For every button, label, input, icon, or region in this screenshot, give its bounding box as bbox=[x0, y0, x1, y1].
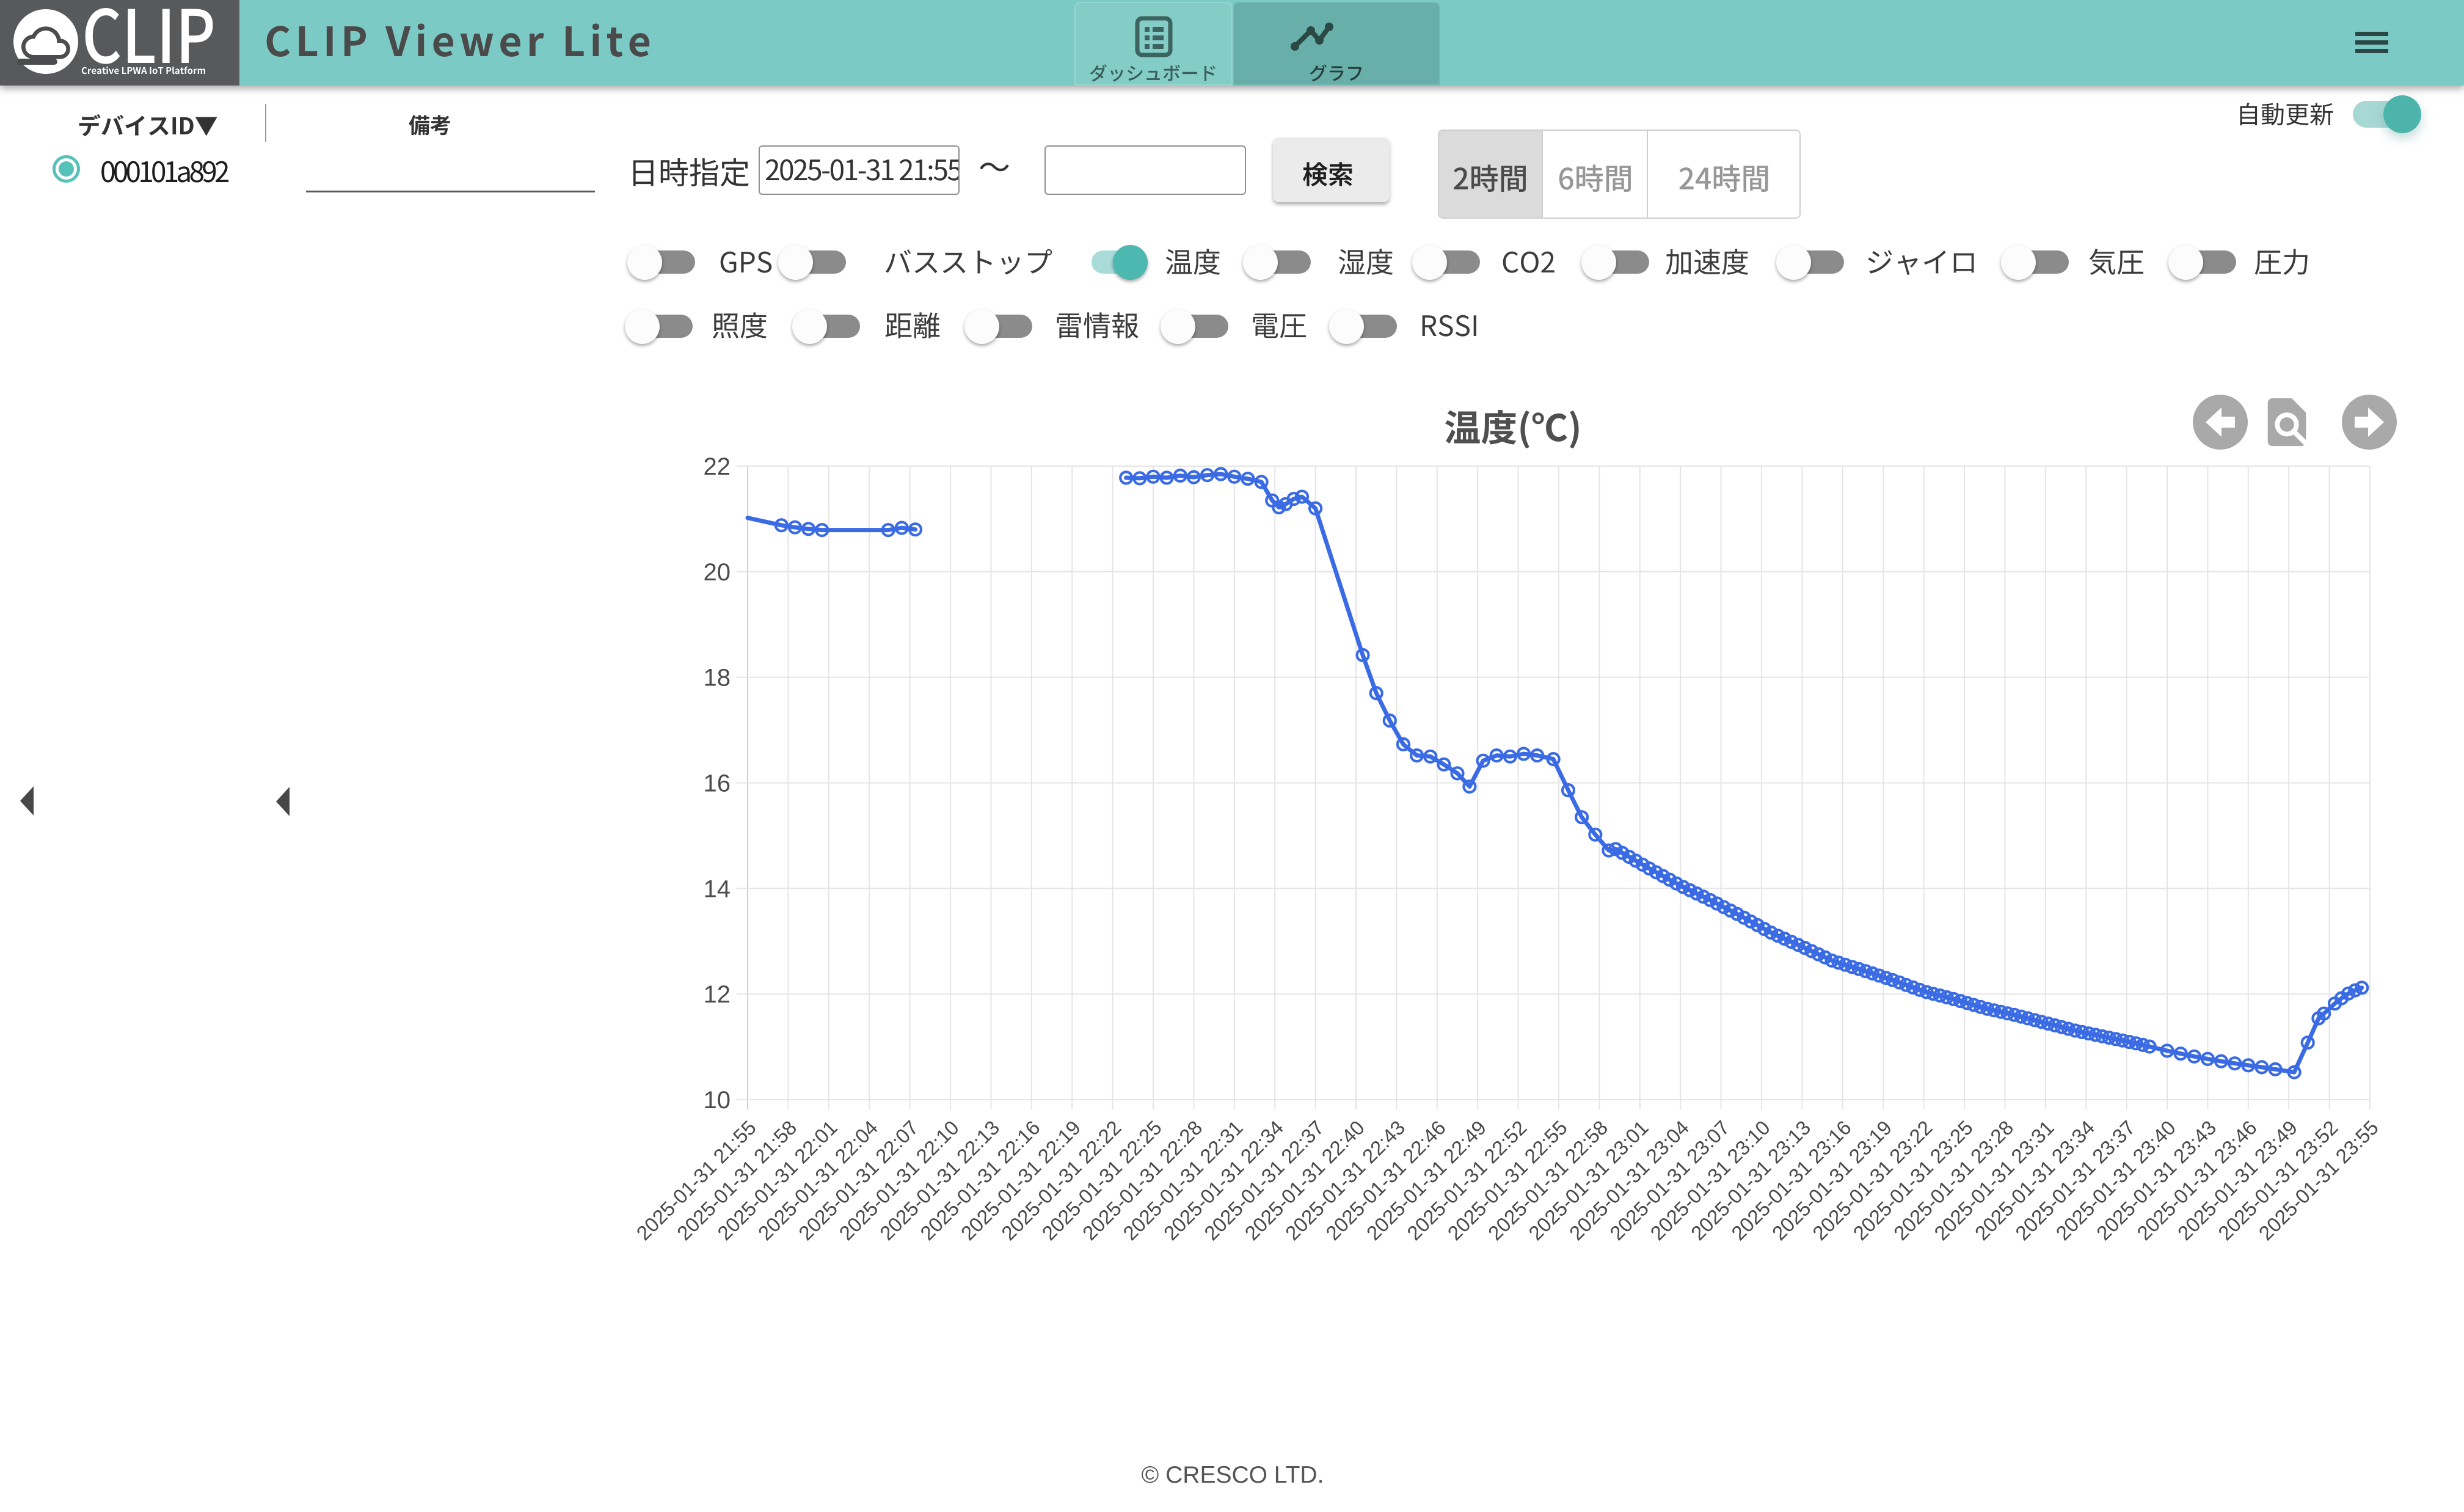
svg-text:14: 14 bbox=[704, 875, 731, 902]
svg-text:2025-01-31 23:49: 2025-01-31 23:49 bbox=[2173, 1116, 2302, 1244]
svg-text:2025-01-31 22:31: 2025-01-31 22:31 bbox=[1118, 1116, 1247, 1244]
svg-text:2025-01-31 22:25: 2025-01-31 22:25 bbox=[1038, 1116, 1166, 1244]
svg-text:18: 18 bbox=[704, 665, 731, 692]
svg-text:2025-01-31 23:55: 2025-01-31 23:55 bbox=[2254, 1116, 2383, 1244]
svg-text:2025-01-31 22:37: 2025-01-31 22:37 bbox=[1200, 1116, 1328, 1244]
svg-text:2025-01-31 22:55: 2025-01-31 22:55 bbox=[1443, 1116, 1572, 1244]
svg-text:2025-01-31 22:52: 2025-01-31 22:52 bbox=[1402, 1116, 1531, 1244]
svg-text:2025-01-31 22:34: 2025-01-31 22:34 bbox=[1159, 1116, 1288, 1244]
svg-text:2025-01-31 22:19: 2025-01-31 22:19 bbox=[957, 1116, 1085, 1244]
svg-text:22: 22 bbox=[704, 453, 731, 480]
svg-text:2025-01-31 23:19: 2025-01-31 23:19 bbox=[1768, 1116, 1896, 1244]
svg-text:2025-01-31 22:16: 2025-01-31 22:16 bbox=[916, 1116, 1044, 1244]
svg-text:2025-01-31 22:40: 2025-01-31 22:40 bbox=[1241, 1116, 1369, 1244]
svg-text:2025-01-31 23:22: 2025-01-31 23:22 bbox=[1808, 1116, 1936, 1244]
svg-text:2025-01-31 22:43: 2025-01-31 22:43 bbox=[1281, 1116, 1409, 1244]
svg-text:2025-01-31 22:58: 2025-01-31 22:58 bbox=[1484, 1116, 1612, 1244]
svg-text:12: 12 bbox=[704, 981, 731, 1008]
svg-text:2025-01-31 22:28: 2025-01-31 22:28 bbox=[1078, 1116, 1206, 1244]
svg-text:2025-01-31 22:10: 2025-01-31 22:10 bbox=[835, 1116, 963, 1244]
svg-text:2025-01-31 23:46: 2025-01-31 23:46 bbox=[2132, 1116, 2261, 1244]
svg-text:2025-01-31 22:07: 2025-01-31 22:07 bbox=[794, 1116, 922, 1244]
svg-text:2025-01-31 23:01: 2025-01-31 23:01 bbox=[1524, 1116, 1652, 1244]
svg-text:2025-01-31 22:04: 2025-01-31 22:04 bbox=[754, 1116, 882, 1244]
svg-text:2025-01-31 21:55: 2025-01-31 21:55 bbox=[632, 1116, 760, 1244]
svg-text:2025-01-31 23:04: 2025-01-31 23:04 bbox=[1565, 1116, 1693, 1244]
svg-text:2025-01-31 23:10: 2025-01-31 23:10 bbox=[1646, 1116, 1774, 1244]
svg-text:2025-01-31 21:58: 2025-01-31 21:58 bbox=[672, 1116, 801, 1244]
svg-text:2025-01-31 22:13: 2025-01-31 22:13 bbox=[875, 1116, 1004, 1244]
svg-text:20: 20 bbox=[704, 559, 731, 586]
svg-text:2025-01-31 23:13: 2025-01-31 23:13 bbox=[1686, 1116, 1815, 1244]
svg-text:2025-01-31 22:01: 2025-01-31 22:01 bbox=[713, 1116, 841, 1244]
svg-text:2025-01-31 23:34: 2025-01-31 23:34 bbox=[1970, 1116, 2099, 1244]
svg-text:2025-01-31 23:31: 2025-01-31 23:31 bbox=[1930, 1116, 2058, 1244]
svg-text:2025-01-31 23:07: 2025-01-31 23:07 bbox=[1605, 1116, 1733, 1244]
svg-text:16: 16 bbox=[704, 770, 731, 797]
svg-text:2025-01-31 23:43: 2025-01-31 23:43 bbox=[2092, 1116, 2220, 1244]
svg-text:2025-01-31 23:40: 2025-01-31 23:40 bbox=[2052, 1116, 2180, 1244]
svg-text:© CRESCO LTD.: © CRESCO LTD. bbox=[1142, 1462, 1324, 1488]
svg-text:10: 10 bbox=[704, 1087, 731, 1114]
svg-text:2025-01-31 23:37: 2025-01-31 23:37 bbox=[2011, 1116, 2139, 1244]
svg-text:2025-01-31 23:16: 2025-01-31 23:16 bbox=[1727, 1116, 1855, 1244]
svg-text:2025-01-31 22:22: 2025-01-31 22:22 bbox=[997, 1116, 1125, 1244]
svg-text:2025-01-31 22:46: 2025-01-31 22:46 bbox=[1321, 1116, 1449, 1244]
svg-text:2025-01-31 23:28: 2025-01-31 23:28 bbox=[1889, 1116, 2017, 1244]
svg-text:2025-01-31 23:25: 2025-01-31 23:25 bbox=[1849, 1116, 1977, 1244]
svg-text:2025-01-31 22:49: 2025-01-31 22:49 bbox=[1362, 1116, 1490, 1244]
svg-text:2025-01-31 23:52: 2025-01-31 23:52 bbox=[2214, 1116, 2342, 1244]
